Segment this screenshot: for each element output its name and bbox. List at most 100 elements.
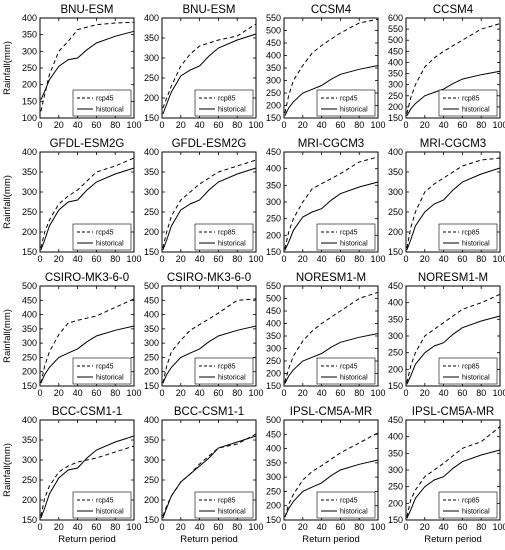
legend-label: historical [462, 375, 490, 382]
x-tick-label: 60 [91, 522, 101, 532]
legend-label: historical [462, 107, 490, 114]
x-tick-label: 0 [159, 254, 164, 264]
legend-label: rcp45 [340, 498, 358, 505]
legend-label: rcp45 [96, 230, 114, 237]
x-tick-label: 80 [354, 522, 364, 532]
x-tick-label: 100 [492, 254, 505, 264]
y-tick-label: 550 [266, 281, 281, 291]
y-tick-label: 400 [388, 298, 403, 308]
x-tick-label: 80 [110, 522, 120, 532]
y-tick-label: 300 [388, 331, 403, 341]
y-tick-label: 150 [266, 113, 281, 123]
x-tick-label: 100 [370, 120, 385, 130]
legend-label: historical [96, 107, 124, 114]
y-tick-label: 250 [144, 352, 159, 362]
legend-label: historical [462, 509, 490, 516]
legend-box [316, 357, 376, 385]
y-tick-label: 150 [144, 515, 159, 525]
y-tick-label: 450 [266, 147, 281, 157]
x-tick-label: 0 [403, 388, 408, 398]
x-tick-label: 20 [54, 120, 64, 130]
legend-label: rcp45 [96, 364, 114, 371]
x-tick-label: 100 [492, 388, 505, 398]
y-tick-label: 150 [22, 247, 37, 257]
panel-12: NORESM1-M 150 200 250 300 350 400 450 0 20 40 60 80 1… [388, 272, 505, 398]
x-tick-label: 100 [492, 120, 505, 130]
panel-title: GFDL-ESM2G [172, 138, 247, 150]
y-tick-label: 200 [22, 367, 37, 377]
y-tick-label: 450 [266, 306, 281, 316]
plot-frame [161, 17, 257, 119]
legend-box [194, 89, 254, 117]
legend-box [194, 491, 254, 519]
x-tick-label: 40 [195, 120, 205, 130]
x-tick-label: 20 [420, 254, 430, 264]
legend-box [438, 223, 498, 251]
y-tick-label: 400 [266, 51, 281, 61]
panel-7: MRI-CGCM3 150 200 250 300 350 400 450 0 20 40 60 80 1… [266, 138, 386, 264]
y-tick-label: 350 [144, 324, 159, 334]
plot-frame [283, 419, 379, 521]
y-tick-label: 200 [266, 101, 281, 111]
y-tick-label: 500 [266, 294, 281, 304]
plot-frame [161, 285, 257, 387]
y-tick-label: 350 [388, 167, 403, 177]
panel-9: CSIRO-MK3-6-0 150 200 250 300 350 400 450 500 0 20… [2, 272, 142, 398]
legend-label: historical [340, 375, 368, 382]
panel-title: BCC-CSM1-1 [52, 406, 122, 418]
y-tick-label: 450 [388, 415, 403, 425]
x-tick-label: 20 [176, 254, 186, 264]
legend-box [438, 357, 498, 385]
legend-label: historical [462, 241, 490, 248]
y-tick-label: 350 [388, 448, 403, 458]
legend-label: rcp85 [218, 230, 236, 237]
x-tick-label: 100 [126, 388, 141, 398]
series-line-rcp85 [162, 298, 257, 384]
x-tick-label: 60 [335, 120, 345, 130]
y-axis-label: Rainfall(mm) [2, 175, 13, 229]
y-tick-label: 250 [388, 91, 403, 101]
series-line-historical [40, 435, 135, 519]
series-line-rcp85 [406, 157, 501, 249]
y-tick-label: 150 [144, 113, 159, 123]
x-tick-label: 40 [73, 522, 83, 532]
series-line-rcp85 [162, 23, 257, 109]
panel-title: GFDL-ESM2G [50, 138, 125, 150]
plot-frame [161, 419, 257, 521]
x-tick-label: 0 [403, 120, 408, 130]
legend-box [72, 89, 132, 117]
series-line-historical [162, 325, 257, 384]
x-tick-label: 0 [159, 120, 164, 130]
x-tick-label: 40 [195, 522, 205, 532]
y-tick-label: 300 [144, 455, 159, 465]
y-tick-label: 200 [144, 495, 159, 505]
y-tick-label: 250 [144, 475, 159, 485]
x-tick-label: 80 [232, 388, 242, 398]
legend-label: rcp45 [340, 364, 358, 371]
x-tick-label: 80 [110, 120, 120, 130]
y-tick-label: 400 [266, 164, 281, 174]
y-tick-label: 350 [22, 435, 37, 445]
y-tick-label: 200 [144, 367, 159, 377]
x-tick-label: 80 [476, 388, 486, 398]
y-tick-label: 400 [144, 415, 159, 425]
x-axis-label: Return period [302, 534, 360, 545]
y-tick-label: 400 [388, 432, 403, 442]
x-axis-label: Return period [180, 534, 238, 545]
x-tick-label: 20 [54, 254, 64, 264]
series-line-historical [162, 167, 257, 251]
y-tick-label: 200 [144, 227, 159, 237]
y-tick-label: 450 [266, 38, 281, 48]
x-axis-label: Return period [424, 534, 482, 545]
x-tick-label: 100 [126, 522, 141, 532]
x-tick-label: 40 [317, 522, 327, 532]
y-tick-label: 350 [266, 331, 281, 341]
x-tick-label: 0 [37, 388, 42, 398]
y-tick-label: 150 [22, 96, 37, 106]
series-line-historical [162, 33, 257, 115]
x-tick-label: 100 [370, 388, 385, 398]
y-tick-label: 400 [266, 444, 281, 454]
legend-label: historical [218, 375, 246, 382]
x-tick-label: 60 [213, 254, 223, 264]
x-tick-label: 60 [91, 388, 101, 398]
